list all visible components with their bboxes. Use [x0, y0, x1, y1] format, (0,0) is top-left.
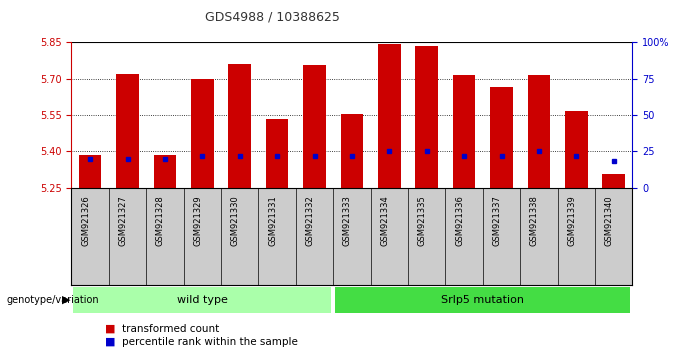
Text: Srlp5 mutation: Srlp5 mutation — [441, 295, 524, 305]
Text: GSM921332: GSM921332 — [305, 195, 314, 246]
Bar — [228, 64, 251, 188]
Text: genotype/variation: genotype/variation — [7, 295, 99, 305]
Text: ▶: ▶ — [63, 295, 71, 305]
Bar — [528, 75, 550, 188]
Text: GSM921337: GSM921337 — [492, 195, 502, 246]
Text: GSM921328: GSM921328 — [156, 195, 165, 246]
Text: GSM921338: GSM921338 — [530, 195, 539, 246]
Text: GDS4988 / 10388625: GDS4988 / 10388625 — [205, 11, 339, 24]
Bar — [191, 79, 214, 188]
Text: GSM921330: GSM921330 — [231, 195, 239, 246]
Text: ■: ■ — [105, 337, 116, 347]
Bar — [490, 87, 513, 188]
Text: transformed count: transformed count — [122, 324, 220, 333]
Text: GSM921335: GSM921335 — [418, 195, 426, 246]
Bar — [341, 114, 363, 188]
Bar — [378, 44, 401, 188]
Text: GSM921331: GSM921331 — [268, 195, 277, 246]
Bar — [79, 155, 101, 188]
Bar — [303, 65, 326, 188]
Bar — [453, 75, 475, 188]
Bar — [415, 46, 438, 188]
Text: GSM921327: GSM921327 — [118, 195, 128, 246]
Bar — [154, 155, 176, 188]
Text: GSM921333: GSM921333 — [343, 195, 352, 246]
Text: GSM921340: GSM921340 — [605, 195, 614, 246]
Text: wild type: wild type — [177, 295, 228, 305]
Text: ■: ■ — [105, 324, 116, 333]
Text: GSM921326: GSM921326 — [81, 195, 90, 246]
Bar — [602, 174, 625, 188]
Text: GSM921339: GSM921339 — [567, 195, 576, 246]
Bar — [116, 74, 139, 188]
Bar — [266, 119, 288, 188]
Bar — [565, 112, 588, 188]
Text: GSM921336: GSM921336 — [455, 195, 464, 246]
Text: percentile rank within the sample: percentile rank within the sample — [122, 337, 299, 347]
Text: GSM921334: GSM921334 — [380, 195, 389, 246]
Text: GSM921329: GSM921329 — [193, 195, 203, 246]
